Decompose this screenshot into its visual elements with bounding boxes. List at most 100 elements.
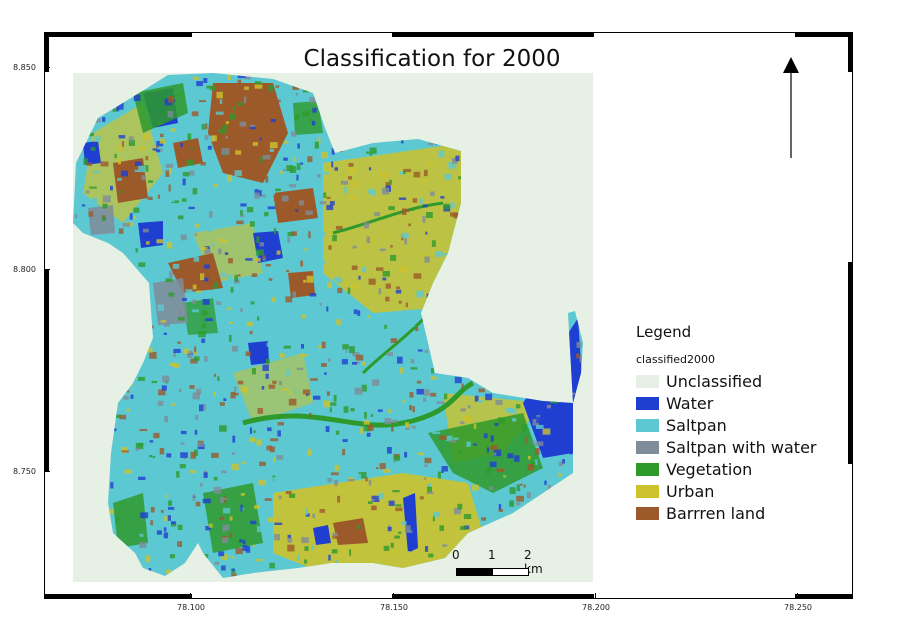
raster-speckle (296, 163, 301, 170)
raster-speckle (80, 139, 85, 144)
raster-speckle (380, 233, 387, 237)
raster-speckle (221, 565, 226, 571)
raster-speckle (179, 463, 186, 469)
raster-speckle (348, 176, 352, 180)
raster-speckle (265, 175, 269, 183)
raster-speckle (418, 540, 421, 544)
raster-speckle (371, 189, 376, 196)
raster-speckle (195, 415, 199, 420)
raster-speckle (180, 234, 187, 241)
raster-speckle (310, 378, 318, 381)
raster-speckle (194, 233, 198, 236)
raster-speckle (321, 259, 326, 264)
raster-speckle (378, 103, 386, 106)
raster-speckle (301, 537, 309, 544)
raster-speckle (290, 550, 294, 555)
raster-speckle (515, 404, 521, 409)
raster-speckle (247, 207, 254, 213)
raster-speckle (240, 504, 243, 512)
raster-speckle (324, 372, 327, 375)
raster-speckle (118, 135, 126, 139)
raster-speckle (182, 178, 186, 186)
raster-speckle (390, 338, 397, 343)
raster-speckle (199, 100, 207, 103)
raster-speckle (308, 118, 312, 122)
raster-speckle (509, 89, 515, 95)
raster-speckle (391, 323, 398, 329)
raster-speckle (138, 165, 146, 173)
raster-speckle (176, 552, 180, 558)
raster-speckle (80, 235, 84, 239)
raster-speckle (229, 532, 233, 538)
raster-speckle (551, 561, 559, 564)
raster-speckle (564, 481, 570, 484)
raster-speckle (443, 393, 448, 400)
legend-swatch (636, 418, 659, 432)
raster-speckle (181, 198, 187, 202)
raster-speckle (273, 457, 276, 463)
raster-speckle (391, 403, 398, 406)
raster-speckle (106, 509, 114, 515)
raster-speckle (592, 185, 593, 189)
raster-speckle (159, 138, 166, 144)
raster-speckle (98, 435, 105, 439)
raster-speckle (430, 392, 437, 397)
raster-speckle (168, 184, 171, 192)
raster-speckle (189, 170, 195, 176)
raster-speckle (532, 325, 535, 331)
raster-speckle (266, 342, 271, 347)
raster-speckle (157, 304, 164, 312)
raster-speckle (117, 178, 122, 181)
raster-speckle (203, 78, 208, 83)
raster-speckle (587, 433, 593, 437)
raster-speckle (321, 151, 328, 159)
raster-speckle (77, 233, 81, 240)
raster-speckle (269, 148, 274, 152)
raster-speckle (358, 473, 362, 481)
raster-speckle (485, 393, 493, 401)
raster-speckle (97, 248, 103, 254)
raster-speckle (589, 290, 593, 295)
raster-speckle (463, 334, 471, 338)
raster-speckle (513, 157, 519, 162)
raster-speckle (544, 380, 553, 386)
raster-speckle (360, 427, 364, 434)
raster-speckle (200, 162, 206, 166)
raster-speckle (511, 344, 519, 348)
raster-speckle (426, 212, 433, 218)
raster-speckle (443, 295, 448, 298)
raster-speckle (230, 76, 235, 79)
raster-speckle (198, 218, 201, 221)
raster-speckle (523, 484, 526, 488)
raster-speckle (390, 551, 397, 554)
raster-speckle (81, 204, 86, 207)
raster-speckle (503, 164, 507, 170)
raster-speckle (222, 529, 226, 532)
raster-speckle (538, 154, 543, 161)
x-coordinate-label: 78.150 (380, 603, 408, 612)
raster-speckle (440, 300, 447, 305)
raster-speckle (505, 407, 514, 412)
raster-speckle (222, 125, 228, 129)
raster-speckle (213, 282, 219, 289)
raster-speckle (128, 567, 135, 570)
raster-speckle (388, 402, 395, 409)
raster-speckle (507, 333, 513, 338)
raster-speckle (336, 113, 344, 118)
raster-speckle (575, 479, 583, 483)
raster-speckle (220, 497, 224, 504)
raster-speckle (343, 119, 346, 124)
raster-speckle (328, 245, 332, 250)
raster-speckle (550, 391, 556, 396)
raster-speckle (443, 203, 450, 210)
raster-speckle (214, 561, 220, 565)
raster-speckle (282, 187, 286, 191)
raster-speckle (159, 148, 163, 152)
raster-speckle (128, 139, 135, 146)
raster-speckle (182, 171, 190, 177)
raster-speckle (231, 452, 235, 455)
raster-speckle (301, 344, 304, 349)
raster-speckle (100, 161, 109, 167)
raster-speckle (310, 571, 317, 576)
raster-speckle (165, 170, 170, 177)
